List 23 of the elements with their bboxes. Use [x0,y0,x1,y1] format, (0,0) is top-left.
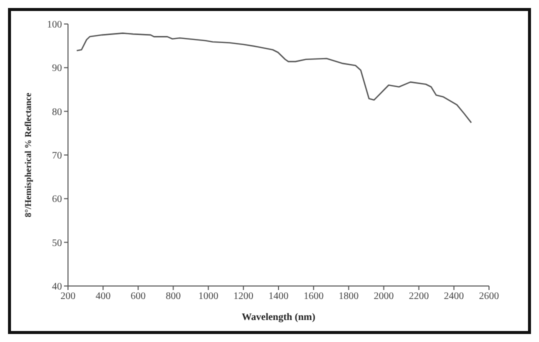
line-series [76,32,472,124]
y-tick-label: 40 [52,282,62,293]
x-tick-label: 1200 [233,291,254,302]
x-tick-label: 1400 [268,291,288,302]
y-tick-label: 70 [52,150,62,162]
x-tick-label: 2000 [374,291,394,302]
x-tick-label: 1800 [338,291,359,302]
y-tick-label: 60 [52,194,62,206]
x-tick-label: 400 [96,291,111,302]
y-tick-label: 100 [47,20,62,31]
y-tick-label: 50 [52,238,62,249]
y-axis-title: 8°/Hemispherical % Reflectance [23,92,34,218]
x-tick-label: 200 [60,291,76,302]
x-tick-label: 2200 [408,291,429,302]
x-axis-title: Wavelength (nm) [242,312,316,323]
x-tick-label: 600 [130,291,146,302]
y-tick-label: 80 [52,106,62,118]
y-tick-label: 90 [52,63,62,74]
x-tick-label: 2600 [479,291,499,302]
x-tick-label: 2400 [444,291,464,302]
x-tick-label: 1000 [198,291,218,302]
x-tick-label: 1600 [304,291,324,302]
x-tick-label: 800 [166,291,181,302]
